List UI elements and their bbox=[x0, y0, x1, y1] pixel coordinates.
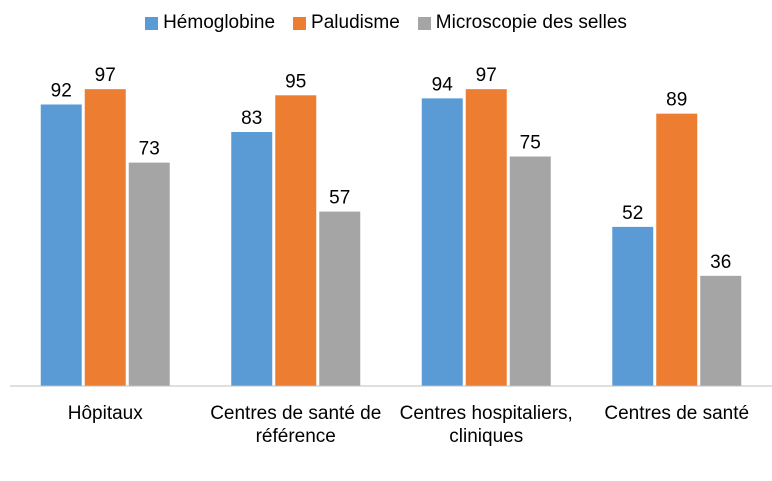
data-label: 97 bbox=[476, 65, 497, 86]
legend-swatch bbox=[145, 16, 159, 30]
bar bbox=[231, 132, 273, 386]
bar bbox=[656, 113, 698, 386]
data-label: 52 bbox=[622, 203, 643, 224]
bar bbox=[612, 226, 654, 386]
legend-swatch bbox=[417, 16, 431, 30]
data-label: 75 bbox=[520, 133, 541, 154]
data-label: 36 bbox=[710, 252, 731, 273]
data-label: 57 bbox=[329, 188, 350, 209]
legend-item: Microscopie des selles bbox=[417, 12, 627, 34]
x-tick-label: Hôpitaux bbox=[67, 403, 143, 424]
data-label: 89 bbox=[666, 90, 687, 111]
legend-label: Microscopie des selles bbox=[435, 12, 627, 33]
data-label: 94 bbox=[432, 74, 454, 95]
x-tick-label: Centres hospitaliers, cliniques bbox=[399, 403, 573, 447]
legend: Hémoglobine Paludisme Microscopie des sell… bbox=[0, 12, 772, 34]
bar bbox=[275, 95, 317, 387]
x-tick-label: Centres de santé bbox=[604, 403, 750, 424]
data-label: 73 bbox=[139, 139, 160, 160]
data-label: 92 bbox=[51, 80, 72, 101]
bar bbox=[509, 156, 551, 386]
legend-swatch bbox=[293, 16, 307, 30]
legend-item: Paludisme bbox=[293, 12, 400, 34]
bar bbox=[465, 89, 507, 387]
bar bbox=[84, 89, 126, 387]
legend-item: Hémoglobine bbox=[145, 12, 275, 34]
data-label: 97 bbox=[95, 65, 116, 86]
x-tick-label: Centres de santé de référence bbox=[210, 403, 382, 447]
bar bbox=[421, 98, 463, 387]
bar bbox=[40, 104, 82, 386]
data-label: 95 bbox=[285, 71, 306, 92]
legend-label: Hémoglobine bbox=[163, 12, 276, 33]
bar bbox=[700, 275, 742, 386]
bar bbox=[319, 211, 361, 386]
data-label: 83 bbox=[241, 108, 262, 129]
legend-label: Paludisme bbox=[311, 12, 400, 33]
bar bbox=[128, 162, 170, 386]
